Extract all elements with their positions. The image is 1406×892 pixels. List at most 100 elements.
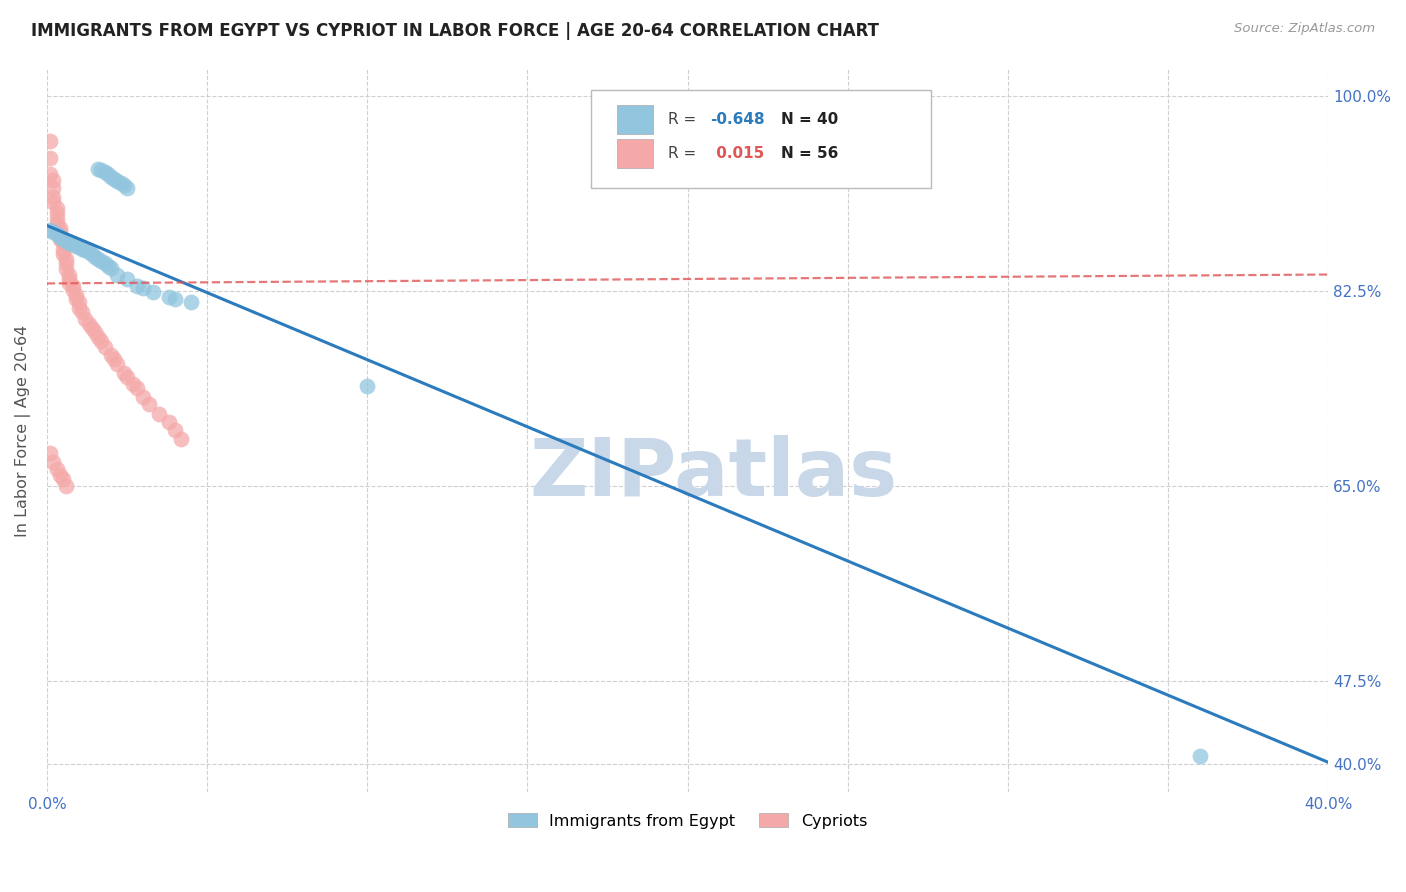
Point (84, 326, 107, 340)
Point (112, 178, 135, 193)
Point (52, 232, 75, 246)
Point (97, 259, 120, 273)
Point (52, 247, 75, 261)
Text: -0.648: -0.648 (710, 112, 765, 127)
Point (67, 240, 90, 254)
FancyBboxPatch shape (617, 104, 652, 134)
Point (90, 254, 112, 268)
Point (55, 256, 77, 270)
Point (107, 357, 129, 371)
Point (107, 174, 129, 188)
Point (157, 290, 180, 304)
Point (55, 262, 77, 277)
Text: N = 56: N = 56 (782, 145, 838, 161)
Point (52, 236, 75, 251)
Point (132, 390, 155, 404)
Point (112, 366, 135, 380)
Point (58, 277, 80, 291)
Point (65, 292, 87, 306)
Point (39, 445, 62, 459)
Point (42, 225, 65, 239)
Point (39, 223, 62, 237)
Point (1189, 748, 1212, 763)
Point (103, 171, 125, 186)
Point (55, 479, 77, 493)
Point (77, 245, 100, 260)
Point (45, 218, 67, 232)
Point (90, 334, 112, 349)
Point (58, 236, 80, 251)
Point (67, 301, 90, 315)
Text: N = 40: N = 40 (782, 112, 838, 127)
Point (49, 225, 72, 239)
Point (52, 472, 75, 486)
Point (65, 287, 87, 301)
Point (70, 242, 93, 256)
Point (115, 180, 138, 194)
Text: 0.015: 0.015 (710, 145, 763, 161)
Point (93, 256, 115, 270)
Point (75, 243, 97, 257)
Point (62, 283, 84, 297)
FancyBboxPatch shape (592, 90, 931, 188)
Point (55, 252, 77, 266)
Point (58, 268, 80, 282)
FancyBboxPatch shape (617, 139, 652, 168)
Point (125, 381, 148, 395)
Point (65, 238, 87, 252)
Point (80, 321, 103, 335)
Text: IMMIGRANTS FROM EGYPT VS CYPRIOT IN LABOR FORCE | AGE 20-64 CORRELATION CHART: IMMIGRANTS FROM EGYPT VS CYPRIOT IN LABO… (31, 22, 879, 40)
Point (42, 173, 65, 187)
Point (87, 161, 110, 176)
Text: ZIPatlas: ZIPatlas (529, 434, 897, 513)
Point (39, 134, 62, 148)
Point (80, 247, 103, 261)
Point (180, 295, 202, 310)
Point (93, 340, 115, 354)
Point (55, 234, 77, 248)
Point (138, 397, 160, 411)
Point (148, 407, 170, 421)
Point (45, 227, 67, 242)
Point (157, 415, 180, 429)
Point (132, 281, 155, 295)
Point (170, 433, 193, 447)
Point (39, 167, 62, 181)
Point (49, 220, 72, 235)
Point (45, 211, 67, 226)
Point (103, 352, 125, 367)
Point (165, 292, 187, 306)
Point (42, 454, 65, 468)
Text: Source: ZipAtlas.com: Source: ZipAtlas.com (1234, 22, 1375, 36)
Point (87, 252, 110, 266)
Point (49, 467, 72, 482)
Point (115, 272, 138, 286)
Point (93, 165, 115, 179)
Point (115, 370, 138, 384)
Point (45, 462, 67, 476)
Point (84, 250, 107, 264)
Point (39, 151, 62, 165)
Point (165, 424, 187, 438)
Point (49, 229, 72, 244)
Point (42, 180, 65, 194)
Point (77, 317, 100, 331)
Point (142, 285, 165, 300)
Point (62, 237, 84, 252)
Point (42, 189, 65, 203)
Point (90, 162, 112, 177)
Point (49, 232, 72, 246)
Point (100, 169, 122, 184)
Point (42, 195, 65, 210)
Point (97, 167, 120, 181)
Point (58, 272, 80, 286)
Point (122, 376, 145, 391)
Point (52, 243, 75, 257)
Point (70, 305, 93, 319)
Point (87, 330, 110, 344)
Point (62, 278, 84, 293)
Legend: Immigrants from Egypt, Cypriots: Immigrants from Egypt, Cypriots (502, 806, 873, 835)
Point (75, 312, 97, 326)
Y-axis label: In Labor Force | Age 20-64: In Labor Force | Age 20-64 (15, 325, 31, 537)
Point (45, 201, 67, 215)
